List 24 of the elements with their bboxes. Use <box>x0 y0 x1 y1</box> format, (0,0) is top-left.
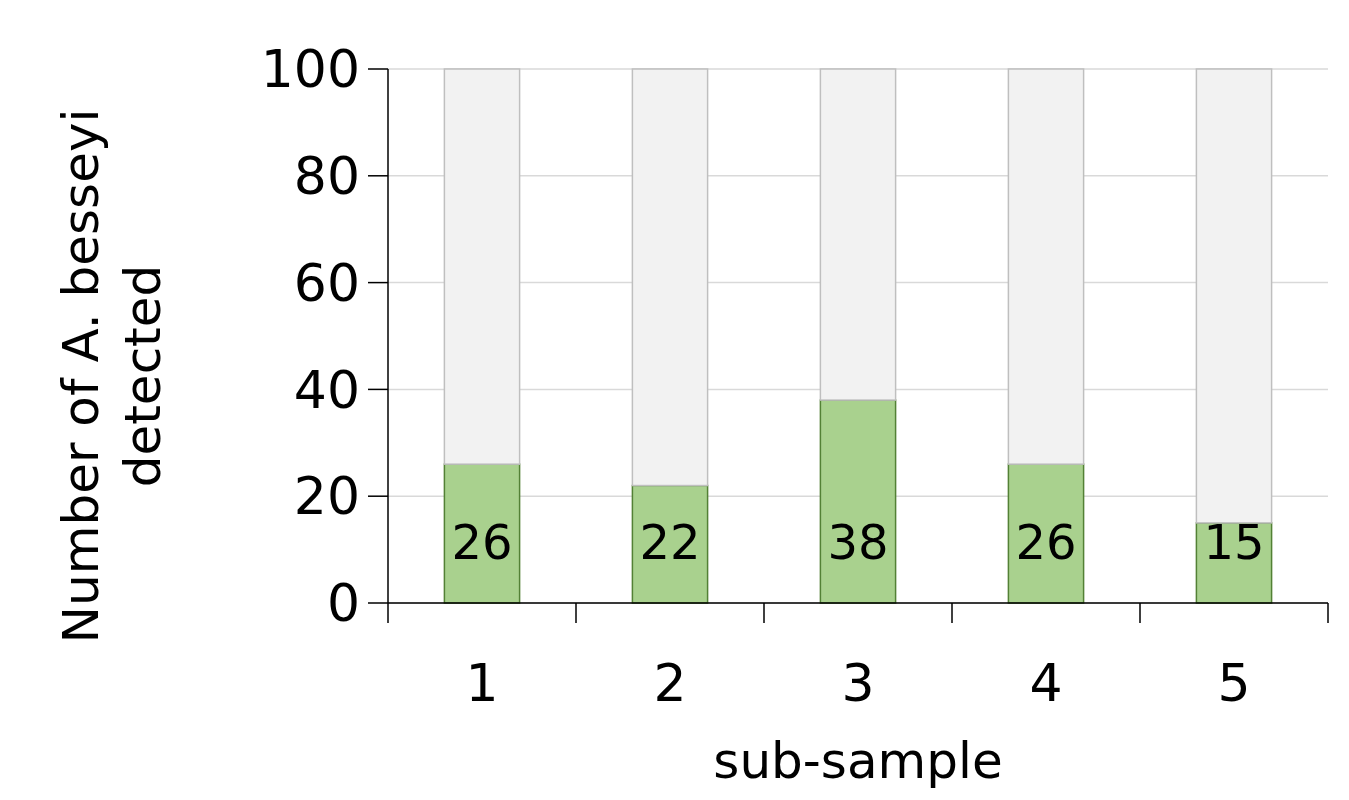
x-tick-label: 3 <box>841 653 875 713</box>
bar <box>819 68 897 401</box>
x-tick-label: 4 <box>1029 653 1063 713</box>
y-tick-label: 0 <box>326 573 360 634</box>
y-tick-label: 20 <box>293 466 360 527</box>
bar <box>631 68 709 487</box>
y-axis-title: Number of A. besseyi detected <box>52 108 172 644</box>
data-label: 15 <box>1203 514 1265 570</box>
bar <box>443 68 521 465</box>
x-axis-title: sub-sample <box>713 732 1003 790</box>
bar <box>1007 68 1085 465</box>
data-label: 26 <box>1015 514 1077 570</box>
x-tick-label: 5 <box>1217 653 1251 713</box>
x-tick-label: 1 <box>465 653 499 713</box>
data-label: 26 <box>451 514 513 570</box>
data-label: 38 <box>827 514 889 570</box>
y-tick-label: 40 <box>293 359 360 420</box>
y-tick-label: 100 <box>260 39 360 100</box>
y-tick-label: 80 <box>293 146 360 206</box>
bar <box>819 399 897 604</box>
x-tick-label: 2 <box>653 653 687 713</box>
data-label: 22 <box>639 514 701 570</box>
bar <box>1195 68 1273 524</box>
y-tick-label: 60 <box>293 252 360 313</box>
